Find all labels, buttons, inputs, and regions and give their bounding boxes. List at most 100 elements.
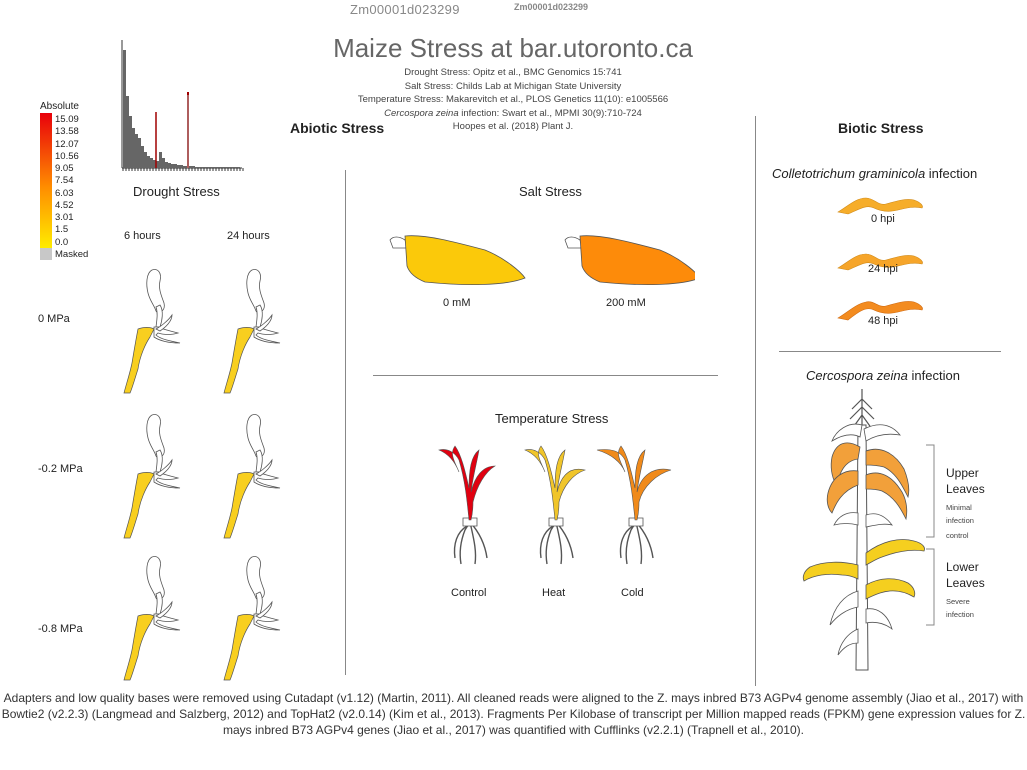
legend-tick: 12.07 bbox=[55, 138, 79, 150]
temperature-label-control: Control bbox=[451, 587, 487, 599]
temperature-stress-title: Temperature Stress bbox=[495, 411, 609, 426]
divider-drought-salt bbox=[345, 170, 346, 675]
salt-leaves bbox=[389, 235, 695, 285]
histogram-bar bbox=[153, 160, 156, 168]
colletotrichum-label-0hpi: 0 hpi bbox=[871, 213, 895, 225]
citation-cercospora: Cercospora zeina infection: Swart et al.… bbox=[384, 107, 642, 119]
legend-tick: 0.0 bbox=[55, 236, 69, 248]
temperature-label-heat: Heat bbox=[542, 587, 566, 599]
divider-abiotic-biotic bbox=[755, 116, 756, 686]
histogram-bar bbox=[210, 167, 213, 168]
legend-tick: 9.05 bbox=[55, 163, 74, 174]
drought-row-0mpa: 0 MPa bbox=[38, 313, 70, 325]
cercospora-upper-leaf-left bbox=[830, 442, 861, 487]
histogram-bar bbox=[144, 152, 147, 168]
temperature-plant-cold bbox=[596, 445, 672, 521]
histogram-bar bbox=[183, 166, 186, 168]
histogram-bar bbox=[165, 162, 168, 168]
cercospora-upper-note: Minimal infection bbox=[946, 503, 974, 525]
colletotrichum-label-24hpi: 24 hpi bbox=[868, 263, 898, 275]
citations: Drought Stress: Opitz et al., BMC Genomi… bbox=[303, 66, 723, 134]
legend-tick: 15.09 bbox=[55, 114, 79, 125]
drought-row-0.2mpa: -0.2 MPa bbox=[38, 463, 83, 475]
salt-leaf-200mm bbox=[579, 235, 695, 285]
cercospora-upper-leaf-left2 bbox=[826, 470, 859, 514]
cercospora-brackets bbox=[926, 444, 935, 626]
histogram-bar bbox=[174, 164, 177, 168]
citation-hoopes: Hoopes et al. (2018) Plant J. bbox=[452, 121, 574, 132]
cercospora-lower-leaf-left bbox=[802, 561, 859, 582]
histogram-bar bbox=[237, 167, 240, 168]
biotic-stress-heading: Biotic Stress bbox=[838, 120, 924, 136]
salt-label-200mm: 200 mM bbox=[606, 297, 646, 309]
temperature-plants bbox=[438, 445, 672, 565]
histogram-bar bbox=[138, 138, 141, 168]
drought-tissue-24h-0.2mpa bbox=[223, 472, 255, 539]
histogram-bar bbox=[228, 167, 231, 168]
legend-tick: 1.5 bbox=[55, 224, 69, 236]
citation-drought: Drought Stress: Opitz et al., BMC Genomi… bbox=[404, 67, 622, 78]
legend-masked-swatch bbox=[40, 248, 52, 260]
colletotrichum-leaf-48hpi bbox=[837, 301, 923, 321]
divider-salt-temperature bbox=[373, 375, 718, 376]
histogram-bar bbox=[216, 167, 219, 168]
cercospora-control-label: control bbox=[946, 531, 969, 540]
colletotrichum-title: Colletotrichum graminicola infection bbox=[772, 166, 978, 181]
cercospora-plant bbox=[802, 389, 925, 671]
legend-tick: 4.52 bbox=[55, 199, 74, 211]
drought-row-0.8mpa: -0.8 MPa bbox=[38, 623, 83, 635]
abiotic-stress-heading: Abiotic Stress bbox=[290, 120, 385, 136]
legend-gradient bbox=[40, 113, 52, 260]
histogram-bar bbox=[135, 134, 138, 168]
histogram-bar bbox=[231, 167, 234, 168]
cercospora-upper-label: Upper Leaves bbox=[946, 466, 985, 496]
legend-tick: Masked bbox=[55, 248, 89, 260]
drought-tissue-6h-0.2mpa bbox=[123, 472, 155, 539]
histogram-bar bbox=[147, 156, 150, 168]
salt-label-0mm: 0 mM bbox=[443, 297, 471, 309]
legend-ticks: 15.09 13.58 12.07 10.56 9.05 7.54 6.03 4… bbox=[55, 114, 88, 261]
methods-footer: Adapters and low quality bases were remo… bbox=[1, 691, 1026, 737]
histogram-bar bbox=[222, 167, 225, 168]
histogram-bar bbox=[180, 165, 183, 168]
drought-tissue-6h-0.8mpa bbox=[123, 614, 155, 681]
drought-tissue-6h-0mpa bbox=[123, 327, 155, 394]
expression-histogram bbox=[121, 40, 244, 171]
histogram-bar bbox=[195, 167, 198, 168]
salt-leaf-0mm bbox=[404, 235, 526, 285]
colletotrichum-label-48hpi: 48 hpi bbox=[868, 315, 898, 327]
legend-tick: 10.56 bbox=[55, 150, 79, 162]
histogram-bar bbox=[162, 158, 165, 168]
drought-column-6h: 6 hours bbox=[124, 230, 161, 242]
temperature-plant-control bbox=[438, 445, 497, 521]
histogram-bar bbox=[213, 167, 216, 168]
cercospora-upper-leaf-right2 bbox=[865, 472, 908, 521]
colletotrichum-leaf-24hpi bbox=[837, 253, 923, 271]
histogram-bar bbox=[168, 163, 171, 168]
histogram-bar bbox=[225, 167, 228, 168]
colletotrichum-leaf-0hpi bbox=[837, 197, 923, 215]
drought-stress-title: Drought Stress bbox=[133, 184, 220, 199]
histogram-bar bbox=[126, 96, 129, 168]
cercospora-lower-note: Severe infection bbox=[946, 597, 974, 619]
histogram-bar bbox=[123, 50, 126, 168]
cercospora-lower-label: Lower Leaves bbox=[946, 560, 985, 590]
histogram-bar bbox=[177, 165, 180, 168]
page-title: Maize Stress at bar.utoronto.ca bbox=[333, 33, 693, 63]
histogram-bar bbox=[234, 167, 237, 168]
legend-title: Absolute bbox=[40, 101, 79, 112]
histogram-bar bbox=[156, 161, 159, 168]
histogram-bar bbox=[204, 167, 207, 168]
histogram-bar bbox=[159, 152, 162, 168]
histogram-bar bbox=[192, 166, 195, 168]
gene-id-label: Zm00001d023299 bbox=[350, 2, 460, 17]
cercospora-lower-leaf-right bbox=[865, 539, 925, 566]
histogram-bar bbox=[171, 164, 174, 168]
cercospora-title: Cercospora zeina infection bbox=[806, 368, 960, 383]
divider-colletotrichum-cercospora bbox=[779, 351, 1001, 352]
drought-tissue-24h-0mpa bbox=[223, 327, 255, 394]
histogram-bar bbox=[150, 158, 153, 168]
colletotrichum-leaves bbox=[837, 197, 923, 321]
histogram-bar bbox=[189, 166, 192, 168]
histogram-bar bbox=[201, 167, 204, 168]
